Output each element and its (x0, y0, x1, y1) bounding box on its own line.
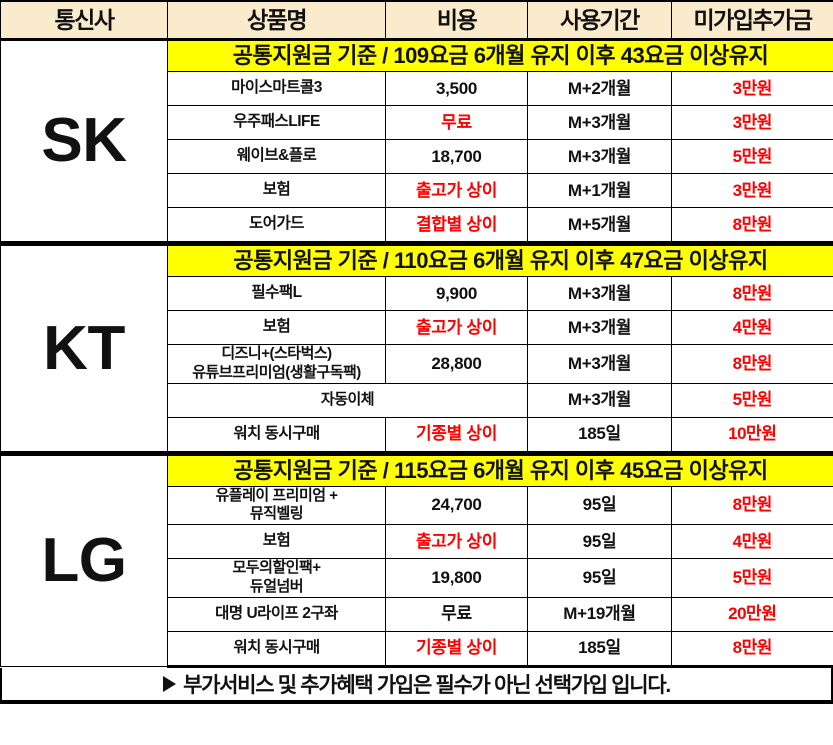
cell-cost: 무료 (385, 105, 528, 140)
table-row: 대명 U라이프 2구좌 무료 M+19개월 20만원 (1, 596, 833, 632)
table-row: 보험 출고가 상이 95일 4만원 (1, 524, 833, 559)
cell-product-name: 워치 동시구매 (167, 630, 386, 668)
cell-period: 95일 (527, 558, 672, 598)
column-header-carrier: 통신사 (0, 0, 168, 41)
cell-cost: 9,900 (385, 276, 528, 311)
cell-cost: 결합별 상이 (385, 207, 528, 246)
cell-product-name: 워치 동시구매 (167, 416, 386, 456)
carrier-condition-banner: 공통지원금 기준 / 115요금 6개월 유지 이후 45요금 이상유지 (167, 452, 833, 487)
triangle-right-icon (163, 675, 177, 692)
table-row: 워치 동시구매 기종별 상이 185일 10만원 (1, 416, 833, 456)
cell-product-name: 보험 (167, 173, 386, 208)
cell-surcharge: 8만원 (671, 344, 833, 384)
cell-product-name: 유플레이 프리미엄 + 뮤직벨링 (167, 485, 386, 525)
cell-surcharge: 3만원 (671, 105, 833, 140)
column-header-product: 상품명 (167, 0, 386, 41)
table-body: SK 공통지원금 기준 / 109요금 6개월 유지 이후 43요금 이상유지 마이… (0, 39, 833, 668)
carrier-logo-kt: KT (0, 243, 168, 456)
cell-surcharge: 8만원 (671, 207, 833, 246)
cell-period: M+1개월 (527, 173, 672, 208)
cell-surcharge: 8만원 (671, 485, 833, 525)
cell-cost: 출고가 상이 (385, 524, 528, 559)
cell-surcharge: 4만원 (671, 310, 833, 345)
cell-product-name: 디즈니+(스타벅스) 유튜브프리미엄(생활구독팩) (167, 344, 386, 384)
cell-cost: 24,700 (385, 485, 528, 525)
cell-period: 95일 (527, 524, 672, 559)
cell-surcharge: 5만원 (671, 139, 833, 174)
cell-product-name: 보험 (167, 524, 386, 559)
carrier-logo-lg: LG (0, 452, 168, 667)
cell-period: M+3개월 (527, 276, 672, 311)
table-row: 마이스마트콜3 3,500 M+2개월 3만원 (1, 71, 833, 106)
cell-cost: 기종별 상이 (385, 416, 528, 456)
table-row: 유플레이 프리미엄 + 뮤직벨링 24,700 95일 8만원 (1, 485, 833, 525)
cell-surcharge: 20만원 (671, 596, 833, 632)
column-header-period: 사용기간 (527, 0, 672, 41)
cell-surcharge: 5만원 (671, 382, 833, 418)
table-row: 필수팩L 9,900 M+3개월 8만원 (1, 276, 833, 311)
footer-note: 부가서비스 및 추가혜택 가입은 필수가 아닌 선택가입 입니다. (0, 667, 833, 704)
cell-period: M+3개월 (527, 382, 672, 418)
cell-period: M+19개월 (527, 596, 672, 632)
cell-cost: 무료 (385, 596, 528, 632)
table-row: 웨이브&플로 18,700 M+3개월 5만원 (1, 139, 833, 174)
cell-surcharge: 5만원 (671, 558, 833, 598)
table-row: 도어가드 결합별 상이 M+5개월 8만원 (1, 207, 833, 246)
column-header-cost: 비용 (385, 0, 528, 41)
cell-product-name: 우주패스LIFE (167, 105, 386, 140)
cell-surcharge: 3만원 (671, 71, 833, 106)
cell-cost: 28,800 (385, 344, 528, 384)
table-row: 워치 동시구매 기종별 상이 185일 8만원 (1, 630, 833, 668)
cell-period: M+5개월 (527, 207, 672, 246)
cell-surcharge: 8만원 (671, 276, 833, 311)
cell-period: 95일 (527, 485, 672, 525)
cell-cost: 19,800 (385, 558, 528, 598)
cell-surcharge: 10만원 (671, 416, 833, 456)
cell-surcharge: 4만원 (671, 524, 833, 559)
carrier-addon-table: 통신사 상품명 비용 사용기간 미가입추가금 SK 공통지원금 기준 / 109요… (0, 0, 833, 668)
cell-cost: 기종별 상이 (385, 630, 528, 668)
cell-period: M+3개월 (527, 105, 672, 140)
table-row: 자동이체 M+3개월 5만원 (1, 382, 833, 418)
table-header: 통신사 상품명 비용 사용기간 미가입추가금 (0, 0, 833, 41)
cell-period: 185일 (527, 630, 672, 668)
table-row: 모두의할인팩+ 듀얼넘버 19,800 95일 5만원 (1, 558, 833, 598)
cell-product-name: 도어가드 (167, 207, 386, 246)
cell-period: M+2개월 (527, 71, 672, 106)
cell-product-name: 필수팩L (167, 276, 386, 311)
table-row: 우주패스LIFE 무료 M+3개월 3만원 (1, 105, 833, 140)
carrier-banner-row: LG 공통지원금 기준 / 115요금 6개월 유지 이후 45요금 이상유지 (0, 452, 833, 667)
table-row: 보험 출고가 상이 M+1개월 3만원 (1, 173, 833, 208)
header-row: 통신사 상품명 비용 사용기간 미가입추가금 (0, 0, 833, 41)
cell-period: M+3개월 (527, 310, 672, 345)
cell-period: 185일 (527, 416, 672, 456)
cell-cost: 출고가 상이 (385, 173, 528, 208)
table-row: 디즈니+(스타벅스) 유튜브프리미엄(생활구독팩) 28,800 M+3개월 8만원 (1, 344, 833, 384)
cell-period: M+3개월 (527, 139, 672, 174)
carrier-banner-row: SK 공통지원금 기준 / 109요금 6개월 유지 이후 43요금 이상유지 (0, 39, 833, 246)
cell-cost: 3,500 (385, 71, 528, 106)
cell-product-name: 대명 U라이프 2구좌 (167, 596, 386, 632)
carrier-condition-banner: 공통지원금 기준 / 109요금 6개월 유지 이후 43요금 이상유지 (167, 39, 833, 72)
cell-product-name: 보험 (167, 310, 386, 345)
cell-surcharge: 8만원 (671, 630, 833, 668)
table-row: 보험 출고가 상이 M+3개월 4만원 (1, 310, 833, 345)
column-header-surcharge: 미가입추가금 (671, 0, 833, 41)
carrier-banner-row: KT 공통지원금 기준 / 110요금 6개월 유지 이후 47요금 이상유지 (0, 243, 833, 456)
cell-product-name: 모두의할인팩+ 듀얼넘버 (167, 558, 386, 598)
cell-cost: 18,700 (385, 139, 528, 174)
cell-surcharge: 3만원 (671, 173, 833, 208)
carrier-logo-sk: SK (0, 39, 168, 246)
carrier-condition-banner: 공통지원금 기준 / 110요금 6개월 유지 이후 47요금 이상유지 (167, 243, 833, 277)
footer-note-text: 부가서비스 및 추가혜택 가입은 필수가 아닌 선택가입 입니다. (183, 673, 671, 697)
cell-period: M+3개월 (527, 344, 672, 384)
cell-product-name: 마이스마트콜3 (167, 71, 386, 106)
cell-product-name: 웨이브&플로 (167, 139, 386, 174)
cell-cost: 출고가 상이 (385, 310, 528, 345)
cell-product-name: 자동이체 (167, 382, 528, 418)
